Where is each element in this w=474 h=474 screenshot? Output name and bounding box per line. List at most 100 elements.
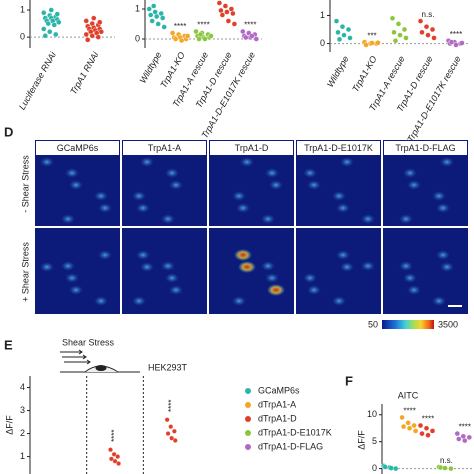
data-point bbox=[459, 40, 465, 46]
y-tick-label: 2 bbox=[20, 428, 25, 438]
data-point bbox=[419, 430, 425, 437]
data-point bbox=[218, 7, 224, 14]
data-point bbox=[150, 3, 157, 9]
cell bbox=[336, 250, 350, 260]
data-point bbox=[253, 36, 259, 42]
cell bbox=[340, 262, 354, 272]
data-point bbox=[158, 10, 164, 17]
data-point bbox=[224, 9, 230, 15]
y-axis-label: ΔF/F bbox=[356, 430, 366, 450]
data-point bbox=[462, 437, 468, 444]
y-tick-label: 5 bbox=[372, 436, 377, 446]
data-point bbox=[419, 29, 425, 36]
cell bbox=[440, 157, 454, 167]
cell bbox=[307, 180, 321, 190]
data-point bbox=[108, 456, 114, 462]
data-point bbox=[184, 33, 191, 39]
significance-label: **** bbox=[244, 21, 256, 30]
row-label: + Shear Stress bbox=[20, 242, 30, 302]
data-point bbox=[429, 26, 436, 33]
legend-label: dTrpA1-A bbox=[258, 399, 296, 409]
row-label: - Shear Stress bbox=[20, 155, 30, 213]
data-point bbox=[196, 36, 202, 42]
x-tick-label: TrpA1-KO bbox=[350, 54, 379, 94]
cell bbox=[238, 261, 256, 273]
data-point bbox=[231, 21, 238, 27]
data-point bbox=[178, 37, 185, 44]
cell bbox=[261, 261, 275, 271]
significance-label: **** bbox=[221, 0, 233, 1]
cell bbox=[136, 250, 150, 260]
data-point bbox=[417, 422, 424, 429]
data-point bbox=[164, 417, 170, 423]
data-point bbox=[146, 6, 152, 12]
cell bbox=[165, 273, 179, 283]
cell bbox=[140, 262, 154, 272]
data-point bbox=[406, 425, 413, 431]
legend-label: dTrpA1-D-E1017K bbox=[258, 427, 332, 437]
data-point bbox=[54, 11, 60, 17]
y-axis-label: ΔF/F bbox=[4, 415, 14, 435]
cell bbox=[94, 191, 108, 201]
column-label: TrpA1-D-FLAG bbox=[395, 143, 455, 153]
data-point bbox=[111, 451, 117, 457]
cell bbox=[132, 296, 146, 306]
cell bbox=[269, 180, 283, 190]
data-point bbox=[395, 21, 402, 27]
data-point bbox=[466, 434, 472, 441]
cell bbox=[69, 285, 83, 295]
stimulus-label: Shear Stress bbox=[62, 337, 115, 347]
legend-label: dTrpA1-D-FLAG bbox=[258, 441, 323, 451]
x-tick-label: Wildtype bbox=[325, 54, 351, 89]
column-label: TrpA1-A bbox=[148, 143, 181, 153]
data-point bbox=[388, 465, 394, 471]
data-point bbox=[400, 423, 407, 430]
data-point bbox=[339, 24, 346, 30]
panel-label: F bbox=[345, 373, 353, 388]
data-point bbox=[454, 430, 460, 437]
data-point bbox=[442, 465, 448, 471]
data-point bbox=[155, 21, 161, 27]
cell bbox=[265, 168, 279, 178]
cell bbox=[236, 203, 250, 213]
data-point bbox=[107, 447, 113, 453]
data-point bbox=[98, 29, 104, 35]
data-point bbox=[431, 35, 437, 41]
data-point bbox=[161, 24, 167, 30]
colorbar-min: 50 bbox=[368, 319, 378, 329]
data-point bbox=[429, 428, 436, 434]
header-box bbox=[123, 141, 206, 155]
cell bbox=[332, 191, 346, 201]
cell bbox=[98, 203, 112, 213]
legend-swatch bbox=[245, 416, 251, 422]
data-point bbox=[456, 436, 462, 442]
cell bbox=[403, 168, 417, 178]
data-point bbox=[423, 425, 430, 431]
x-tick-label: TrpA1 RNAi bbox=[68, 49, 101, 96]
cell bbox=[94, 296, 108, 306]
legend-swatch bbox=[245, 430, 251, 436]
data-point bbox=[403, 35, 409, 41]
cell bbox=[432, 296, 446, 306]
cell bbox=[232, 296, 246, 306]
colorbar bbox=[382, 320, 434, 329]
cell bbox=[307, 285, 321, 295]
cell bbox=[267, 284, 285, 296]
y-tick-label: 3 bbox=[20, 405, 25, 415]
data-point bbox=[48, 7, 54, 13]
data-point bbox=[172, 36, 179, 42]
cell bbox=[407, 285, 421, 295]
cell bbox=[361, 214, 375, 224]
data-point bbox=[216, 0, 223, 6]
cell bbox=[234, 249, 252, 261]
data-point bbox=[53, 31, 59, 38]
data-point bbox=[453, 42, 459, 48]
x-tick-label: Wildtype bbox=[138, 50, 164, 85]
significance-label: **** bbox=[110, 429, 119, 441]
significance-label: **** bbox=[422, 415, 434, 424]
data-point bbox=[249, 33, 255, 39]
data-point bbox=[83, 31, 89, 38]
y-tick-label: 0 bbox=[372, 463, 377, 473]
